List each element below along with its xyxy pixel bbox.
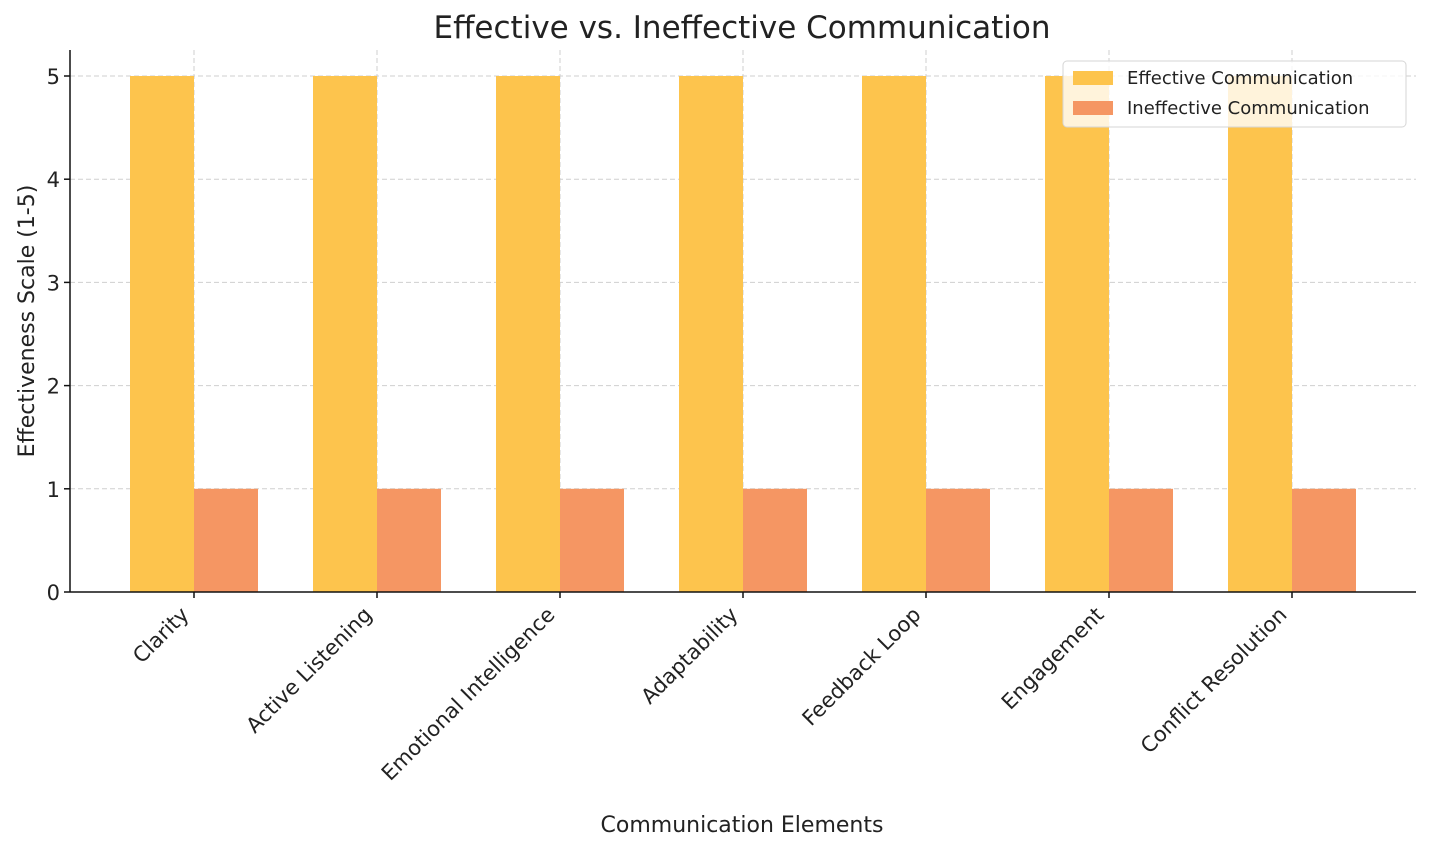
- bar-effective: [1045, 76, 1109, 592]
- bar-effective: [679, 76, 743, 592]
- y-tick-label: 0: [47, 581, 60, 605]
- bar-effective: [496, 76, 560, 592]
- y-tick-label: 5: [47, 65, 60, 89]
- bar-ineffective: [377, 488, 441, 592]
- bar-ineffective: [1109, 488, 1173, 592]
- bar-ineffective: [1292, 488, 1356, 592]
- chart-title: Effective vs. Ineffective Communication: [433, 10, 1050, 46]
- bar-effective: [130, 76, 194, 592]
- y-tick-label: 1: [47, 478, 60, 502]
- y-tick-label: 4: [47, 168, 60, 192]
- legend-label-ineffective: Ineffective Communication: [1127, 98, 1370, 119]
- y-tick-label: 3: [47, 271, 60, 295]
- bar-ineffective: [560, 488, 624, 592]
- legend-label-effective: Effective Communication: [1127, 68, 1353, 89]
- bar-effective: [1228, 76, 1292, 592]
- bar-ineffective: [743, 488, 807, 592]
- legend: Effective Communication Ineffective Commu…: [1062, 60, 1407, 128]
- y-axis-label: Effectiveness Scale (1-5): [15, 185, 40, 458]
- legend-swatch-ineffective: [1073, 101, 1113, 115]
- legend-swatch-effective: [1073, 71, 1113, 85]
- bar-series: [130, 76, 1356, 592]
- bar-ineffective: [194, 488, 258, 592]
- bar-effective: [313, 76, 377, 592]
- legend-box: [1062, 60, 1407, 128]
- x-axis-label: Communication Elements: [601, 813, 884, 838]
- y-tick-label: 2: [47, 375, 60, 399]
- bar-effective: [862, 76, 926, 592]
- bar-ineffective: [926, 488, 990, 592]
